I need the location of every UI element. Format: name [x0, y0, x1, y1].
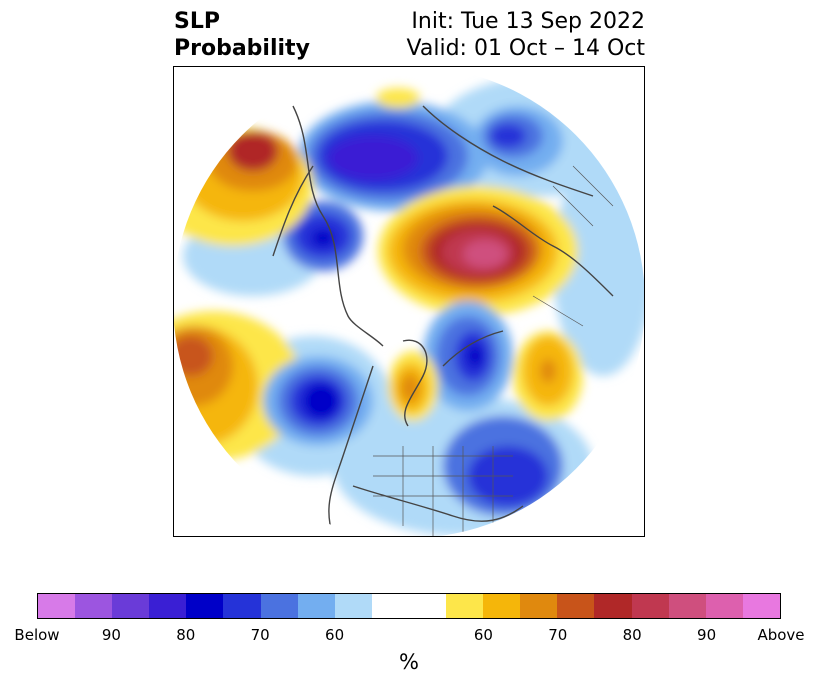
colorbar-segment — [112, 594, 150, 618]
colorbar-tick-label: 60 — [325, 626, 345, 644]
colorbar-segment — [371, 594, 409, 618]
colorbar — [37, 593, 781, 619]
colorbar-segment — [149, 594, 187, 618]
colorbar-segment — [446, 594, 484, 618]
colorbar-tick-label: 80 — [622, 626, 642, 644]
title-line-1: SLP — [174, 9, 220, 34]
colorbar-segment — [75, 594, 113, 618]
colorbar-segment — [223, 594, 261, 618]
colorbar-segment — [742, 594, 780, 618]
forecast-dates: Init: Tue 13 Sep 2022 Valid: 01 Oct – 14… — [407, 8, 645, 62]
colorbar-tick-label: 80 — [176, 626, 196, 644]
borders — [373, 165, 614, 536]
valid-range: Valid: 01 Oct – 14 Oct — [406, 36, 645, 61]
colorbar-segment — [186, 594, 224, 618]
colorbar-segment — [668, 594, 706, 618]
map-border — [173, 66, 645, 537]
colorbar-tick-label: 90 — [697, 626, 717, 644]
colorbar-segment — [260, 594, 298, 618]
colorbar-segment — [705, 594, 743, 618]
colorbar-tick-label: 70 — [250, 626, 270, 644]
colorbar-tick-label: Below — [14, 626, 60, 644]
colorbar-segment — [38, 594, 76, 618]
colorbar-tick-label: 90 — [101, 626, 121, 644]
title-line-2: Probability — [174, 36, 310, 61]
colorbar-segment — [297, 594, 335, 618]
probability-map — [173, 66, 645, 537]
init-date: Init: Tue 13 Sep 2022 — [411, 9, 645, 34]
probability-field — [173, 66, 645, 537]
map-title: SLP Probability — [174, 8, 310, 62]
colorbar-segment — [408, 594, 447, 618]
colorbar-segment — [557, 594, 595, 618]
colorbar-segment — [520, 594, 558, 618]
colorbar-segment — [594, 594, 632, 618]
coastlines — [272, 105, 614, 537]
colorbar-tick-label: 70 — [548, 626, 568, 644]
colorbar-segment — [334, 594, 372, 618]
colorbar-segment — [631, 594, 669, 618]
colorbar-segment — [483, 594, 521, 618]
colorbar-tick-label: Above — [757, 626, 805, 644]
colorbar-tick-label: 60 — [473, 626, 493, 644]
colorbar-unit-label: % — [399, 650, 419, 674]
